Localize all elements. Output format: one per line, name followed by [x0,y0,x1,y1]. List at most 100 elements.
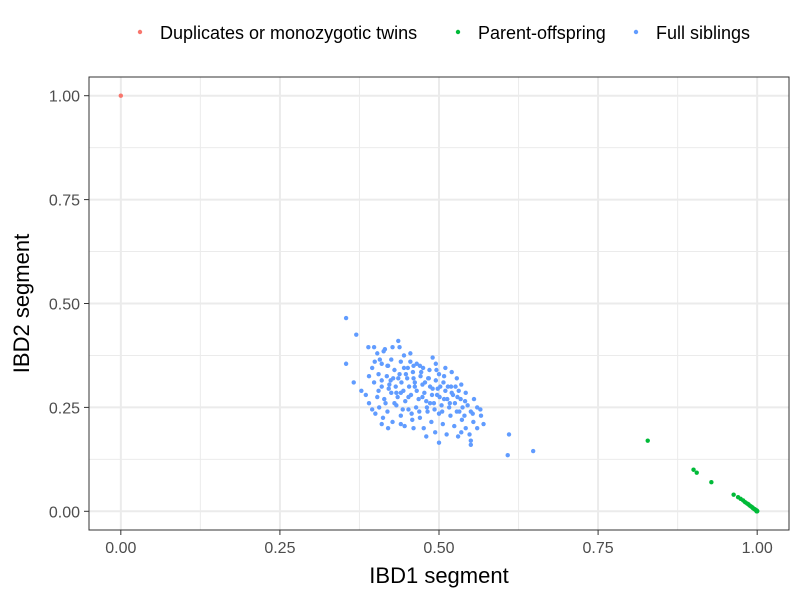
point-series-2 [398,359,404,364]
point-series-2 [382,347,388,352]
point-series-2 [422,380,428,385]
point-series-2 [454,376,460,381]
point-series-2 [405,365,411,371]
point-series-2 [397,371,402,377]
plot-panel [88,76,790,531]
point-series-2 [394,390,399,396]
point-series-2 [379,421,384,427]
point-series-2 [388,378,393,383]
point-series-2 [414,388,419,393]
point-series-2 [445,396,450,402]
point-series-2 [481,421,486,427]
point-series-2 [441,396,447,402]
point-series-2 [431,401,437,406]
point-series-2 [471,419,476,425]
legend-label-1: Parent-offspring [478,23,606,43]
point-series-2 [376,405,382,410]
point-series-2 [459,417,465,423]
y-tick-label: 0.25 [49,400,80,417]
point-series-2 [463,425,468,431]
point-series-2 [392,367,397,373]
point-series-2 [506,432,512,437]
point-series-2 [412,384,418,389]
x-axis-title: IBD1 segment [369,563,508,588]
point-series-2 [434,392,440,398]
point-series-2 [448,384,454,389]
point-series-2 [426,376,432,381]
point-series-2 [386,386,391,391]
point-series-2 [453,384,458,389]
x-tick-label: 1.00 [742,540,773,557]
point-series-2 [470,411,475,416]
point-series-2 [471,396,477,402]
point-series-2 [373,411,378,416]
point-series-2 [396,338,401,344]
point-series-2 [406,407,411,412]
point-series-2 [406,384,412,389]
point-series-2 [398,390,404,396]
point-series-2 [457,409,462,414]
point-series-2 [429,419,434,425]
point-series-2 [441,380,446,385]
point-series-2 [403,371,409,377]
point-series-2 [398,421,404,427]
point-series-2 [408,351,413,356]
point-series-2 [379,384,384,389]
point-series-2 [380,415,386,420]
point-series-2 [420,394,425,400]
point-series-2 [414,361,419,366]
point-series-2 [441,374,447,379]
point-series-2 [343,361,349,366]
data-points [118,93,760,514]
point-series-2 [379,361,384,366]
point-series-2 [406,394,411,400]
point-series-2 [371,344,377,350]
point-series-2 [433,361,439,366]
y-axis-title: IBD2 segment [9,234,34,373]
point-series-2 [400,407,405,412]
point-series-2 [474,405,480,410]
major-gridlines [89,77,789,530]
point-series-2 [460,405,465,410]
point-series-2 [402,423,407,429]
point-series-2 [422,390,427,396]
point-series-2 [449,390,454,396]
point-series-1 [691,467,696,472]
point-series-1 [754,509,760,514]
point-series-2 [403,398,408,404]
point-series-2 [410,417,415,423]
point-series-2 [465,403,470,408]
point-series-2 [438,384,443,389]
point-series-2 [401,353,407,358]
point-series-2 [404,376,410,381]
x-tick-label: 0.25 [264,540,295,557]
point-series-2 [363,392,369,398]
point-series-2 [418,374,423,379]
point-series-2 [424,434,429,439]
point-series-2 [398,413,404,418]
point-series-2 [444,432,449,437]
point-series-2 [478,413,484,418]
point-series-2 [351,380,356,385]
point-series-2 [436,371,442,377]
point-series-2 [397,344,402,350]
point-series-2 [429,392,435,398]
y-tick-label: 0.00 [49,504,80,521]
point-series-2 [456,388,461,393]
point-series-2 [411,363,416,369]
point-series-2 [354,332,359,337]
point-series-2 [418,369,424,375]
x-tick-label: 0.00 [105,540,136,557]
point-series-2 [383,401,388,406]
point-series-2 [376,371,381,377]
point-series-2 [399,380,404,385]
point-series-2 [430,355,435,360]
point-series-2 [409,411,414,416]
point-series-2 [389,390,394,396]
point-series-2 [447,401,453,406]
point-series-2 [375,394,380,400]
point-series-2 [427,367,432,373]
legend: Duplicates or monozygotic twins Parent-of… [137,23,750,43]
y-tick-label: 0.50 [49,297,80,314]
y-tick-label: 0.75 [49,193,80,210]
